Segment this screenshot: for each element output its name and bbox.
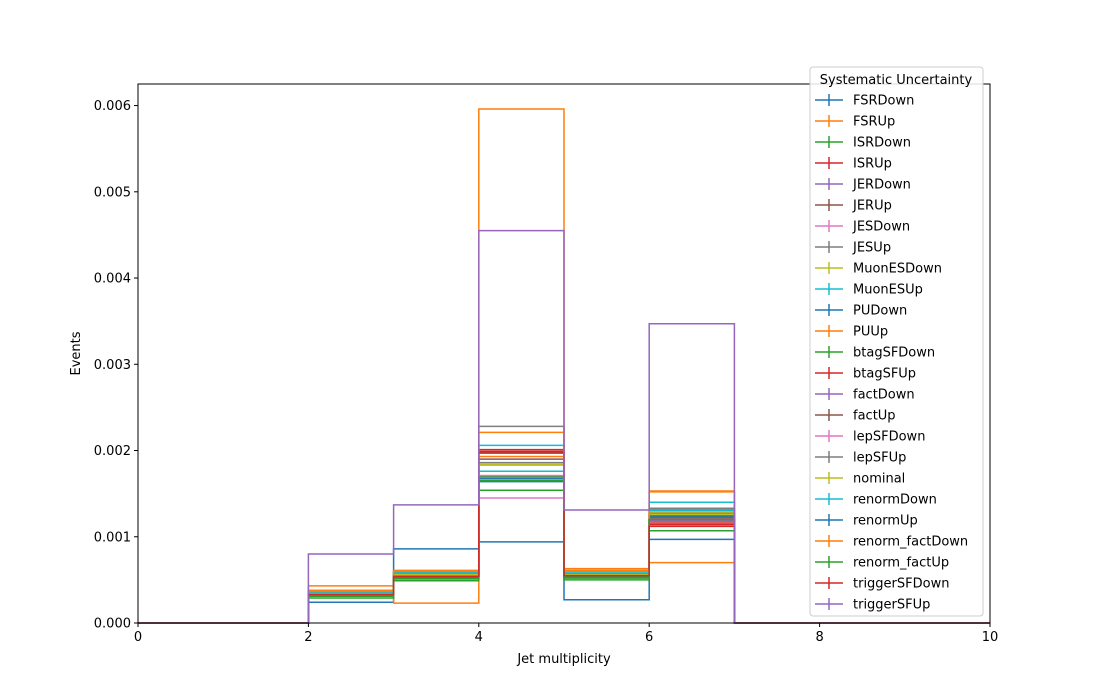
y-tick-label: 0.005 (94, 185, 131, 200)
legend-label: renorm_factDown (853, 535, 968, 550)
legend-entry-14: factDown (815, 388, 915, 403)
y-tick-label: 0.006 (94, 99, 131, 114)
x-axis-label: Jet multiplicity (516, 652, 611, 667)
legend-label: PUDown (853, 304, 907, 319)
legend-entry-15: factUp (815, 409, 896, 424)
legend-label: MuonESDown (853, 262, 942, 277)
legend-entry-1: FSRUp (815, 115, 895, 130)
x-axis: 0 2 4 6 8 10 (134, 623, 998, 645)
legend-entry-18: nominal (815, 472, 905, 487)
legend-title: Systematic Uncertainty (820, 73, 973, 88)
legend-entry-17: lepSFUp (815, 451, 906, 466)
legend-label: lepSFDown (853, 430, 925, 445)
legend-label: renormUp (853, 514, 918, 529)
legend-label: JESUp (852, 241, 891, 256)
legend-label: FSRDown (853, 94, 914, 109)
legend-label: JERDown (852, 178, 911, 193)
legend-box (809, 66, 984, 617)
y-tick-label: 0.004 (94, 272, 131, 287)
legend-entry-4: JERDown (815, 178, 911, 193)
legend-label: PUUp (853, 325, 888, 340)
legend-entry-20: renormUp (815, 514, 918, 529)
legend-entry-2: ISRDown (815, 136, 911, 151)
legend-entry-6: JESDown (815, 220, 910, 235)
legend-entry-5: JERUp (815, 199, 892, 214)
legend-label: btagSFUp (853, 367, 916, 382)
legend-label: triggerSFDown (853, 577, 949, 592)
x-tick-label: 4 (475, 630, 483, 645)
legend-label: lepSFUp (853, 451, 906, 466)
legend-entry-8: MuonESDown (815, 262, 942, 277)
legend-entry-3: ISRUp (815, 157, 892, 172)
x-tick-label: 10 (982, 630, 999, 645)
y-tick-label: 0.001 (94, 530, 131, 545)
legend-entry-22: renorm_factUp (815, 556, 949, 571)
legend-label: btagSFDown (853, 346, 935, 361)
legend-label: triggerSFUp (853, 598, 930, 613)
y-tick-label: 0.000 (94, 617, 131, 632)
legend-label: nominal (853, 472, 905, 487)
legend-entry-10: PUDown (815, 304, 907, 319)
x-tick-label: 0 (134, 630, 142, 645)
legend-label: factDown (853, 388, 915, 403)
plot-frame (137, 83, 991, 624)
legend-entry-0: FSRDown (815, 94, 914, 109)
legend-label: ISRDown (853, 136, 911, 151)
legend-entry-21: renorm_factDown (815, 535, 968, 550)
y-tick-label: 0.003 (94, 358, 131, 373)
legend-label: JESDown (852, 220, 910, 235)
legend-label: factUp (853, 409, 896, 424)
y-tick-label: 0.002 (94, 444, 131, 459)
legend-label: ISRUp (853, 157, 892, 172)
legend-label: renorm_factUp (853, 556, 949, 571)
legend-label: JERUp (852, 199, 892, 214)
legend-entry-24: triggerSFUp (815, 598, 930, 613)
legend-label: FSRUp (853, 115, 895, 130)
legend-entry-19: renormDown (815, 493, 937, 508)
legend-label: MuonESUp (853, 283, 923, 298)
x-tick-label: 6 (645, 630, 653, 645)
legend-entry-16: lepSFDown (815, 430, 925, 445)
legend-entry-11: PUUp (815, 325, 888, 340)
legend-entry-7: JESUp (815, 241, 891, 256)
legend-label: renormDown (853, 493, 937, 508)
legend-entry-9: MuonESUp (815, 283, 923, 298)
x-tick-label: 8 (815, 630, 823, 645)
legend-entry-13: btagSFUp (815, 367, 916, 382)
y-axis-label: Events (69, 331, 84, 375)
y-axis: 0.000 0.001 0.002 0.003 0.004 0.005 0.006 (94, 99, 138, 632)
legend: Systematic Uncertainty FSRDown FSRUp ISRDo… (809, 66, 984, 617)
x-tick-label: 2 (304, 630, 312, 645)
legend-entry-12: btagSFDown (815, 346, 935, 361)
legend-entry-23: triggerSFDown (815, 577, 949, 592)
legend-entries: FSRDown FSRUp ISRDown ISRUp JERDown JERUp JESD… (815, 94, 968, 613)
